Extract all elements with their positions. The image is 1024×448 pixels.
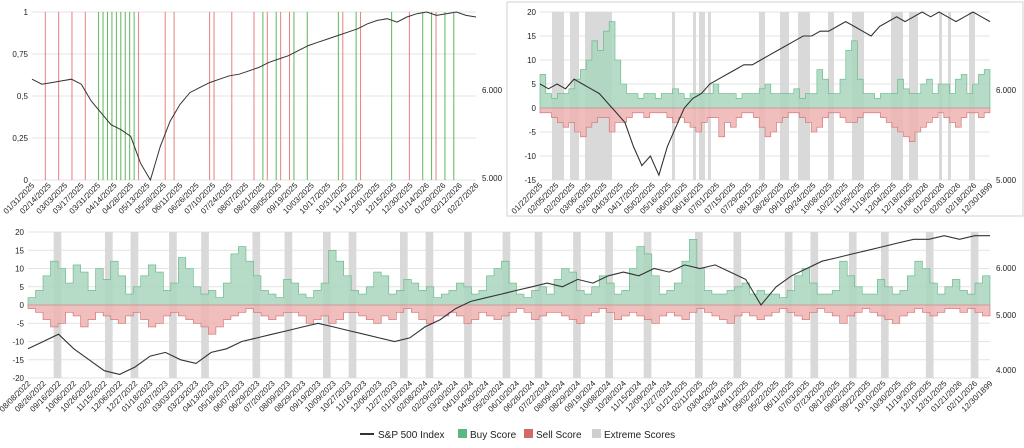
y2-tick-label: 6.000 xyxy=(482,86,503,95)
y-tick-label: -10 xyxy=(12,338,24,347)
y2-tick-label: 6.000 xyxy=(996,86,1017,95)
y2-tick-label: 5.000 xyxy=(996,176,1017,185)
legend-extreme-label: Extreme Scores xyxy=(604,430,675,441)
buy-score-area xyxy=(539,21,991,109)
legend-sell-label: Sell Score xyxy=(536,430,582,441)
index-line xyxy=(27,235,990,375)
y-tick-label: -5 xyxy=(529,128,537,137)
y2-tick-label: 4.000 xyxy=(996,366,1017,375)
y-tick-label: -10 xyxy=(524,152,536,161)
legend: S&P 500 Index Buy Score Sell Score Extre… xyxy=(360,429,675,441)
legend-sell-swatch xyxy=(524,429,533,438)
y-tick-label: -15 xyxy=(524,176,536,185)
sell-score-area xyxy=(27,304,991,335)
y-tick-label: 10 xyxy=(527,56,536,65)
legend-extreme-swatch xyxy=(592,429,601,438)
index-line xyxy=(31,11,477,182)
y-tick-label: -20 xyxy=(12,374,24,383)
legend-buy-label: Buy Score xyxy=(470,430,517,441)
y-tick-label: 0 xyxy=(532,104,537,113)
y2-tick-label: 5.000 xyxy=(996,311,1017,320)
y-tick-label: 0,25 xyxy=(12,134,28,143)
y-tick-label: 15 xyxy=(15,246,24,255)
extreme-band xyxy=(798,12,810,180)
y-tick-label: -15 xyxy=(12,356,24,365)
long-term-score-chart: -20-15-10-5051015204.0005.0006.00008/08/… xyxy=(0,228,1017,414)
legend-index-label: S&P 500 Index xyxy=(378,430,445,441)
y2-tick-label: 5.000 xyxy=(482,174,503,183)
legend-buy-swatch xyxy=(458,429,467,438)
y-tick-label: 20 xyxy=(527,8,536,17)
sell-score-area xyxy=(539,107,991,142)
buy-score-area xyxy=(27,239,991,306)
y-tick-label: 5 xyxy=(532,80,537,89)
signal-timeline-chart: 00,250,50,7515.0006.00001/31/202502/14/2… xyxy=(2,8,503,216)
y-tick-label: 15 xyxy=(527,32,536,41)
top-right-panel-border xyxy=(506,1,1024,217)
y-tick-label: 0,75 xyxy=(12,50,28,59)
y-tick-label: 1 xyxy=(24,8,29,17)
y-tick-label: 0,5 xyxy=(17,92,29,101)
y-tick-label: -5 xyxy=(17,319,25,328)
index-line xyxy=(539,11,991,177)
y-tick-label: 5 xyxy=(20,283,25,292)
y-tick-label: 10 xyxy=(15,265,24,274)
y-tick-label: 20 xyxy=(15,228,24,237)
y2-tick-label: 6.000 xyxy=(996,264,1017,273)
y-tick-label: 0 xyxy=(20,301,25,310)
recent-score-chart: -15-10-5051015205.0006.00001/22/202502/0… xyxy=(510,8,1017,216)
y-tick-label: 0 xyxy=(24,176,29,185)
